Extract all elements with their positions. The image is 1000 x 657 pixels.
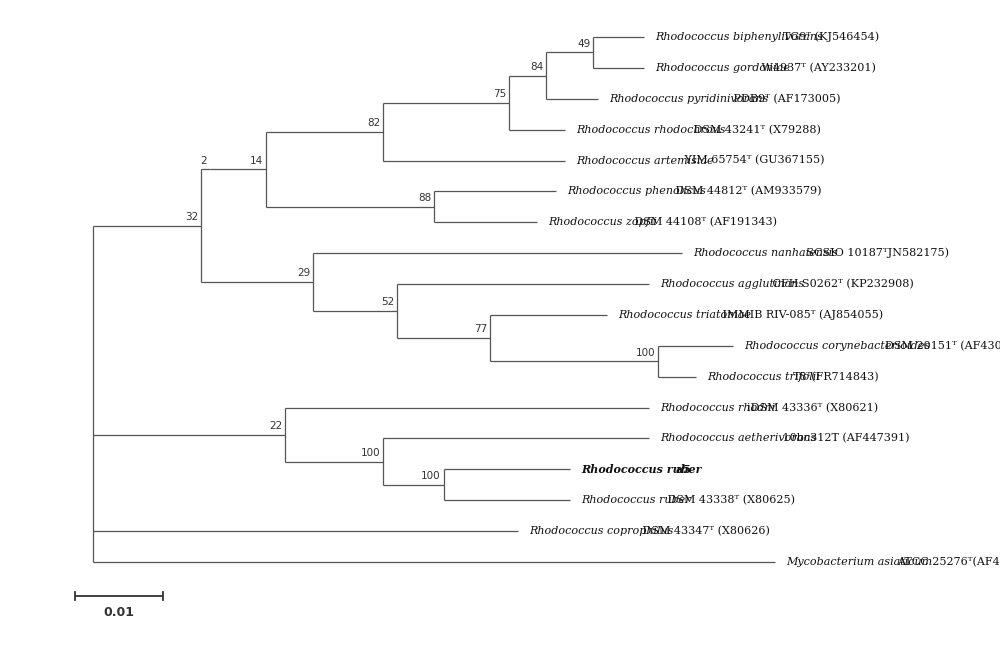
Text: Rhodococcus rhodochrous: Rhodococcus rhodochrous xyxy=(576,125,726,135)
Text: Rhodococcus aetherivorans: Rhodococcus aetherivorans xyxy=(660,434,817,443)
Text: TG9ᵀ (KJ546454): TG9ᵀ (KJ546454) xyxy=(783,32,879,42)
Text: iDSM 43336ᵀ (X80621): iDSM 43336ᵀ (X80621) xyxy=(747,403,879,413)
Text: 2: 2 xyxy=(201,156,207,166)
Text: 100: 100 xyxy=(421,471,441,481)
Text: 84: 84 xyxy=(530,62,544,72)
Text: ATCC 25276ᵀ(AF480595): ATCC 25276ᵀ(AF480595) xyxy=(897,557,1000,567)
Text: W4937ᵀ (AY233201): W4937ᵀ (AY233201) xyxy=(758,63,876,73)
Text: Rhodococcus coprophilus: Rhodococcus coprophilus xyxy=(530,526,674,536)
Text: 82: 82 xyxy=(367,118,380,128)
Text: CFH S0262ᵀ (KP232908): CFH S0262ᵀ (KP232908) xyxy=(769,279,914,289)
Text: Rhodococcus corynebacterioides: Rhodococcus corynebacterioides xyxy=(744,341,930,351)
Text: DSM 43347ᵀ (X80626): DSM 43347ᵀ (X80626) xyxy=(639,526,770,536)
Text: 32: 32 xyxy=(185,212,198,222)
Text: PDB9ᵀ (AF173005): PDB9ᵀ (AF173005) xyxy=(730,94,840,104)
Text: a5: a5 xyxy=(672,464,691,475)
Text: Rhodococcus rhodni: Rhodococcus rhodni xyxy=(660,403,775,413)
Text: YIM 65754ᵀ (GU367155): YIM 65754ᵀ (GU367155) xyxy=(681,156,824,166)
Text: IMMIB RIV-085ᵀ (AJ854055): IMMIB RIV-085ᵀ (AJ854055) xyxy=(719,309,883,320)
Text: Rhodococcus nanhaiensis: Rhodococcus nanhaiensis xyxy=(693,248,838,258)
Text: Rhodococcus agglutinans: Rhodococcus agglutinans xyxy=(660,279,804,289)
Text: Rhodococcus phenolicus: Rhodococcus phenolicus xyxy=(567,187,706,196)
Text: 52: 52 xyxy=(381,298,394,307)
Text: 75: 75 xyxy=(493,89,506,99)
Text: 49: 49 xyxy=(577,39,590,49)
Text: 100: 100 xyxy=(636,348,656,357)
Text: DSM 44812ᵀ (AM933579): DSM 44812ᵀ (AM933579) xyxy=(672,187,822,196)
Text: Mycobacterium asiaticum: Mycobacterium asiaticum xyxy=(786,557,933,567)
Text: Rhodococcus gordoniae: Rhodococcus gordoniae xyxy=(656,63,791,73)
Text: Rhodococcus ruber: Rhodococcus ruber xyxy=(581,464,701,475)
Text: DSM 44108ᵀ (AF191343): DSM 44108ᵀ (AF191343) xyxy=(631,217,777,227)
Text: DSM 43338ᵀ (X80625): DSM 43338ᵀ (X80625) xyxy=(664,495,795,505)
Text: Rhodococcus triatomae: Rhodococcus triatomae xyxy=(618,310,751,320)
Text: 14: 14 xyxy=(250,156,263,166)
Text: Rhodococcus biphenylivorans: Rhodococcus biphenylivorans xyxy=(656,32,823,42)
Text: 22: 22 xyxy=(269,421,282,431)
Text: T8ᵀ(FR714843): T8ᵀ(FR714843) xyxy=(792,372,879,382)
Text: 77: 77 xyxy=(474,325,488,334)
Text: Rhodococcus ruber: Rhodococcus ruber xyxy=(581,495,691,505)
Text: 88: 88 xyxy=(418,193,431,203)
Text: 0.01: 0.01 xyxy=(104,606,135,619)
Text: Rhodococcus artemisiae: Rhodococcus artemisiae xyxy=(576,156,714,166)
Text: Rhodococcus trifolii: Rhodococcus trifolii xyxy=(707,372,820,382)
Text: 10bc312T (AF447391): 10bc312T (AF447391) xyxy=(779,434,909,443)
Text: 29: 29 xyxy=(297,269,310,279)
Text: Rhodococcus zopfii: Rhodococcus zopfii xyxy=(548,217,657,227)
Text: Rhodococcus pyridinivorans: Rhodococcus pyridinivorans xyxy=(609,94,768,104)
Text: DSM 43241ᵀ (X79288): DSM 43241ᵀ (X79288) xyxy=(690,125,820,135)
Text: 100: 100 xyxy=(360,448,380,458)
Text: DSM 20151ᵀ (AF430066): DSM 20151ᵀ (AF430066) xyxy=(885,341,1000,351)
Text: SCSIO 10187ᵀJN582175): SCSIO 10187ᵀJN582175) xyxy=(803,248,949,258)
